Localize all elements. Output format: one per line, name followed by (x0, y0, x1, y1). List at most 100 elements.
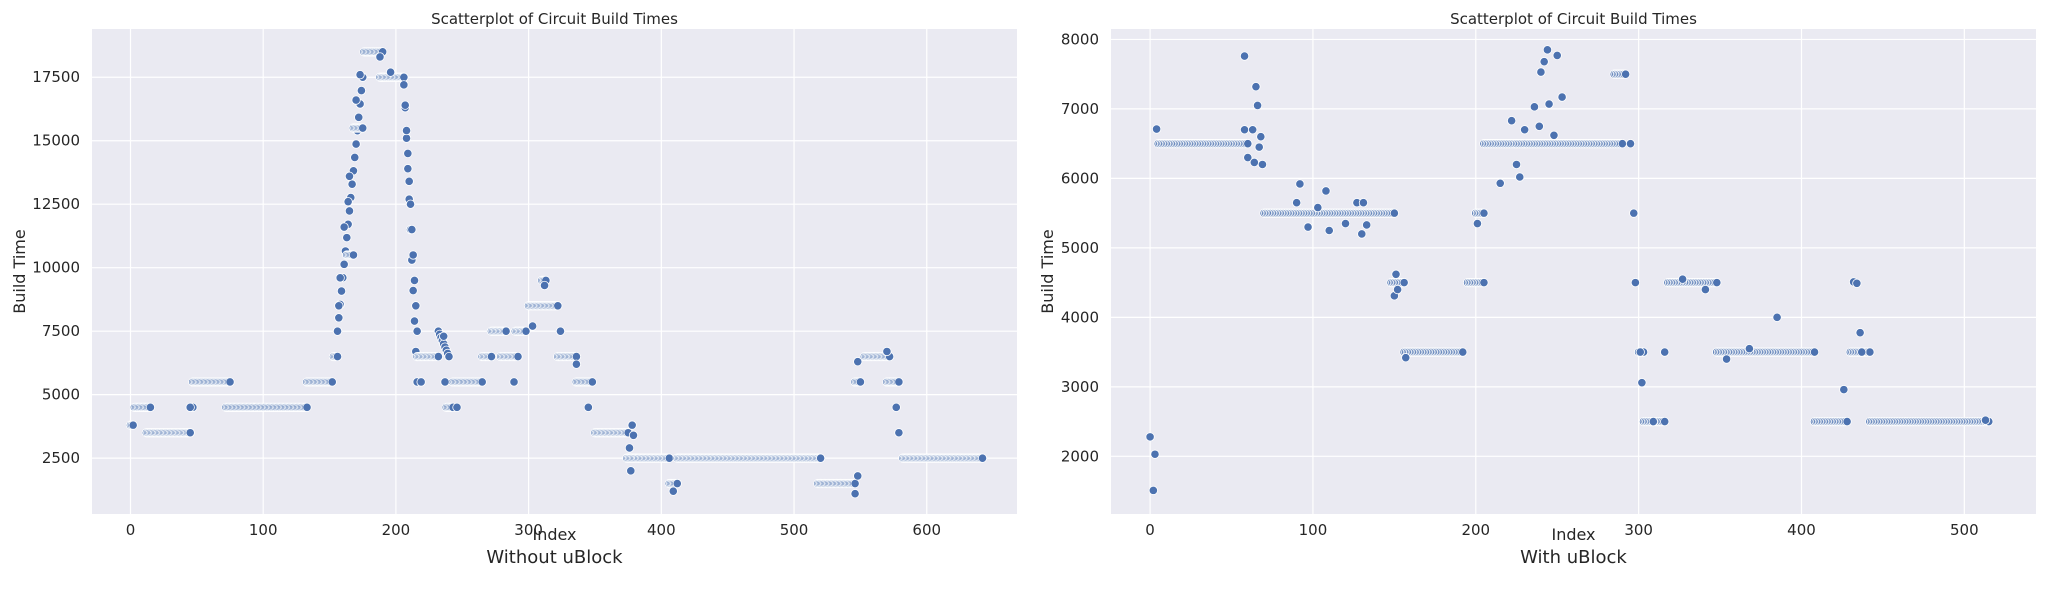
scatter-point (1534, 121, 1544, 131)
scatter-point (815, 453, 826, 463)
chart-without-ublock: 0 100 200 300 400 500 600 2500 5000 7500 10000 125… (10, 10, 1017, 568)
scatter-point (1635, 347, 1645, 357)
scatter-point (403, 148, 413, 159)
y-tick-label: 6000 (1061, 169, 1099, 187)
scatter-point (1391, 269, 1401, 279)
scatter-point (335, 273, 345, 283)
scatter-point (555, 326, 566, 336)
scatter-point (409, 316, 420, 326)
scatter-point (1855, 328, 1865, 338)
scatter-point (128, 420, 138, 430)
scatter-point (302, 402, 312, 412)
scatter-point (1257, 159, 1268, 170)
scatter-point (1399, 278, 1409, 288)
scatter-point (539, 280, 550, 291)
scatter-point (1637, 378, 1647, 388)
scatter-point (1243, 139, 1253, 149)
y-tick-label: 2500 (42, 449, 80, 467)
scatter-point (1150, 449, 1160, 459)
scatter-point (527, 321, 538, 331)
scatter-point (1648, 416, 1658, 427)
x-axis-label: Index (532, 525, 576, 544)
scatter-point (1511, 159, 1522, 170)
scatter-point (1295, 179, 1305, 189)
caption-without-ublock: Without uBlock (486, 547, 623, 568)
scatter-point (411, 301, 421, 311)
scatter-point (350, 152, 360, 163)
scatter-point (1539, 57, 1549, 67)
gridlines (1111, 29, 2036, 514)
scatter-point (408, 250, 418, 260)
scatter-point (1401, 353, 1411, 363)
scatter-point (668, 486, 678, 496)
scatter-point (354, 112, 364, 122)
data-points (125, 47, 988, 499)
scatter-point (1148, 485, 1158, 495)
chart-title: Scatterplot of Circuit Build Times (1450, 10, 1697, 28)
scatter-point (1313, 202, 1323, 213)
x-tick-label: 100 (249, 521, 278, 539)
scatter-point (1839, 385, 1849, 395)
scatter-point (344, 206, 355, 216)
scatter-point (356, 86, 366, 96)
scatter-point (501, 326, 511, 336)
scatter-point (1772, 312, 1782, 322)
x-tick-labels: 0 100 200 300 400 500 (1145, 521, 1978, 539)
scatter-point (1239, 51, 1250, 61)
scatter-point (185, 402, 195, 412)
scatter-point (1458, 347, 1468, 357)
scatter-point (1479, 208, 1489, 218)
scatter-point (1842, 416, 1852, 427)
scatter-point (351, 95, 361, 105)
scatter-point (1625, 139, 1636, 149)
scatter-point (185, 428, 195, 438)
scatter-point (1549, 130, 1559, 140)
scatter-point (416, 377, 426, 387)
scatter-point (1678, 274, 1688, 284)
y-tick-labels: 2000 3000 4000 5000 6000 7000 8000 (1061, 30, 1099, 465)
scatter-point (1243, 152, 1253, 163)
scatter-point (1721, 354, 1732, 364)
scatter-point (452, 402, 462, 412)
scatter-point (1248, 125, 1258, 135)
y-tick-label: 10000 (32, 259, 80, 277)
scatter-point (336, 286, 347, 296)
x-tick-label: 500 (780, 521, 809, 539)
scatter-point (1251, 82, 1261, 92)
data-points (1145, 45, 1994, 495)
scatter-point (412, 326, 422, 336)
scatter-point (1249, 157, 1259, 168)
scatter-point (444, 351, 454, 362)
y-tick-label: 5000 (42, 386, 80, 404)
x-tick-labels: 0 100 200 300 400 500 600 (126, 521, 941, 539)
scatter-point (1152, 124, 1162, 134)
scatter-point (408, 285, 418, 296)
x-tick-label: 100 (1299, 521, 1328, 539)
scatter-point (327, 377, 337, 387)
scatter-point (1303, 222, 1313, 232)
scatter-point (407, 225, 417, 235)
scatter-point (1660, 416, 1670, 427)
y-tick-label: 4000 (1061, 308, 1099, 326)
scatter-point (513, 351, 523, 362)
y-tick-label: 15000 (32, 132, 80, 150)
scatter-point (891, 402, 901, 412)
scatter-point (1520, 125, 1530, 135)
scatter-point (1629, 208, 1639, 218)
scatter-point (433, 351, 443, 362)
scatter-point (347, 179, 357, 189)
scatter-point (1980, 415, 1991, 425)
x-tick-label: 500 (1950, 521, 1979, 539)
x-tick-label: 200 (382, 521, 411, 539)
scatter-point (1529, 102, 1540, 112)
scatter-point (375, 52, 385, 62)
x-tick-label: 300 (1624, 521, 1653, 539)
scatter-point (334, 301, 344, 311)
scatter-point (400, 100, 410, 110)
scatter-point (334, 313, 344, 323)
y-tick-labels: 2500 5000 7500 10000 12500 15000 17500 (32, 68, 80, 467)
scatter-point (401, 133, 412, 143)
x-tick-label: 400 (647, 521, 676, 539)
scatter-point (1544, 99, 1554, 109)
x-tick-label: 600 (912, 521, 941, 539)
